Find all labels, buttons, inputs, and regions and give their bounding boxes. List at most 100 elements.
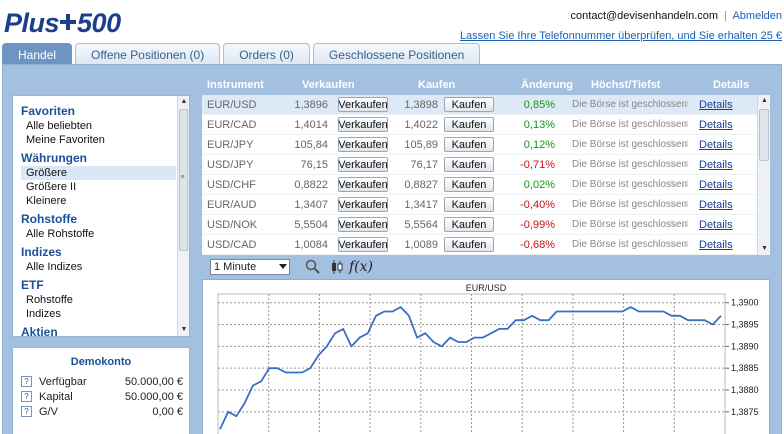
bell-icon[interactable]: ♫ xyxy=(681,118,690,130)
details-link[interactable]: Details xyxy=(699,178,733,191)
tab-closed-positions[interactable]: Geschlossene Positionen xyxy=(312,43,481,65)
details-link[interactable]: Details xyxy=(699,98,733,111)
candlestick-icon[interactable] xyxy=(328,258,346,276)
sell-button[interactable]: Verkaufen xyxy=(338,137,388,152)
buy-price: 1,3417 xyxy=(404,198,438,211)
price-chart[interactable]: EUR/USD 1,3900 1,3895 1,3890 1,3885 1,3880 1,… xyxy=(202,279,770,434)
rate-row-eur-cad[interactable]: EUR/CAD 1,4014 Verkaufen 1,4022 Kaufen 0,13% D… xyxy=(202,115,757,135)
sell-price: 1,3407 xyxy=(294,198,328,211)
account-header: contact@devisenhandeln.com | Abmelden La… xyxy=(460,10,782,42)
help-icon[interactable]: ? xyxy=(21,406,32,417)
category-favoriten[interactable]: Favoriten xyxy=(21,104,76,118)
details-link[interactable]: Details xyxy=(699,218,733,231)
star-icon[interactable]: ☆ xyxy=(667,198,677,210)
bell-icon[interactable]: ♫ xyxy=(681,178,690,190)
demo-value: 50.000,00 € xyxy=(124,375,183,388)
sell-price: 76,15 xyxy=(300,158,328,171)
bell-icon[interactable]: ♫ xyxy=(681,158,690,170)
sell-button[interactable]: Verkaufen xyxy=(338,157,388,172)
change-percent: -0,40% xyxy=(520,198,555,211)
sidebar-item-etf-indizes[interactable]: Indizes xyxy=(26,308,61,320)
sidebar-scrollbar[interactable]: ▲ ≡ ▼ xyxy=(177,96,189,336)
bell-icon[interactable]: ♫ xyxy=(681,238,690,250)
details-link[interactable]: Details xyxy=(699,238,733,251)
sell-button[interactable]: Verkaufen xyxy=(338,237,388,252)
sidebar-item-alle-indizes[interactable]: Alle Indizes xyxy=(26,261,83,273)
rates-scrollbar[interactable]: ▲ ▼ xyxy=(757,95,770,255)
buy-button[interactable]: Kaufen xyxy=(444,157,494,172)
zoom-icon[interactable] xyxy=(304,258,322,276)
rate-row-usd-cad[interactable]: USD/CAD 1,0084 Verkaufen 1,0089 Kaufen -0,68%… xyxy=(202,235,757,255)
rate-row-eur-jpy[interactable]: EUR/JPY 105,84 Verkaufen 105,89 Kaufen 0,12% D… xyxy=(202,135,757,155)
rate-row-eur-usd[interactable]: EUR/USD 1,3896 Verkaufen 1,3898 Kaufen 0,85% D… xyxy=(202,95,757,115)
rate-row-usd-jpy[interactable]: USD/JPY 76,15 Verkaufen 76,17 Kaufen -0,71% Di… xyxy=(202,155,757,175)
category-rohstoffe[interactable]: Rohstoffe xyxy=(21,212,77,226)
star-icon[interactable]: ☆ xyxy=(667,118,677,130)
sidebar-item-meine-favoriten[interactable]: Meine Favoriten xyxy=(26,134,105,146)
sell-button[interactable]: Verkaufen xyxy=(338,197,388,212)
buy-button[interactable]: Kaufen xyxy=(444,97,494,112)
logout-link[interactable]: Abmelden xyxy=(732,10,782,22)
buy-button[interactable]: Kaufen xyxy=(444,237,494,252)
star-icon[interactable]: ☆ xyxy=(667,98,677,110)
scrollbar-thumb[interactable] xyxy=(759,109,769,161)
category-etf[interactable]: ETF xyxy=(21,278,44,292)
star-icon[interactable]: ☆ xyxy=(667,138,677,150)
scroll-down-icon[interactable]: ▼ xyxy=(761,245,768,252)
change-percent: 0,85% xyxy=(523,98,555,111)
col-highlow: Höchst/Tiefst xyxy=(591,79,661,91)
logo-text: Plus 500 xyxy=(4,7,121,38)
sell-button[interactable]: Verkaufen xyxy=(338,177,388,192)
demo-label: Verfügbar xyxy=(39,375,87,388)
rate-row-usd-chf[interactable]: USD/CHF 0,8822 Verkaufen 0,8827 Kaufen 0,02% D… xyxy=(202,175,757,195)
tab-orders[interactable]: Orders (0) xyxy=(223,43,310,65)
function-icon[interactable]: f(x) xyxy=(349,258,373,276)
bell-icon[interactable]: ♫ xyxy=(681,138,690,150)
sidebar-item-kleinere[interactable]: Kleinere xyxy=(26,195,67,207)
scroll-down-icon[interactable]: ▼ xyxy=(180,326,188,333)
star-icon[interactable]: ☆ xyxy=(667,218,677,230)
buy-button[interactable]: Kaufen xyxy=(444,137,494,152)
sell-button[interactable]: Verkaufen xyxy=(338,117,388,132)
rate-row-eur-aud[interactable]: EUR/AUD 1,3407 Verkaufen 1,3417 Kaufen -0,40%… xyxy=(202,195,757,215)
sidebar-item-alle-beliebten[interactable]: Alle beliebten xyxy=(26,120,93,132)
sidebar-item-groessere-ii[interactable]: Größere II xyxy=(26,181,77,193)
star-icon[interactable]: ☆ xyxy=(667,178,677,190)
sidebar-item-etf-rohstoffe[interactable]: Rohstoffe xyxy=(26,294,73,306)
scroll-up-icon[interactable]: ▲ xyxy=(180,98,188,105)
star-icon[interactable]: ☆ xyxy=(667,238,677,250)
col-buy: Kaufen xyxy=(418,79,456,91)
sell-price: 105,84 xyxy=(294,138,328,151)
sell-button[interactable]: Verkaufen xyxy=(338,217,388,232)
help-icon[interactable]: ? xyxy=(21,376,32,387)
sidebar-item-groessere[interactable]: Größere xyxy=(21,166,176,180)
details-link[interactable]: Details xyxy=(699,138,733,151)
scrollbar-grip-icon: ≡ xyxy=(180,174,185,181)
help-icon[interactable]: ? xyxy=(21,391,32,402)
details-link[interactable]: Details xyxy=(699,118,733,131)
buy-button[interactable]: Kaufen xyxy=(444,217,494,232)
tab-handel[interactable]: Handel xyxy=(2,43,73,65)
buy-button[interactable]: Kaufen xyxy=(444,177,494,192)
category-aktien[interactable]: Aktien xyxy=(21,325,58,336)
bell-icon[interactable]: ♫ xyxy=(681,218,690,230)
details-link[interactable]: Details xyxy=(699,158,733,171)
category-waehrungen[interactable]: Währungen xyxy=(21,151,87,165)
scroll-up-icon[interactable]: ▲ xyxy=(761,97,768,104)
star-icon[interactable]: ☆ xyxy=(667,158,677,170)
change-percent: -0,99% xyxy=(520,218,555,231)
buy-button[interactable]: Kaufen xyxy=(444,117,494,132)
bell-icon[interactable]: ♫ xyxy=(681,98,690,110)
instrument-name: USD/CAD xyxy=(207,238,257,251)
tab-open-positions[interactable]: Offene Positionen (0) xyxy=(75,43,221,65)
bell-icon[interactable]: ♫ xyxy=(681,198,690,210)
rate-row-usd-nok[interactable]: USD/NOK 5,5504 Verkaufen 5,5564 Kaufen -0,99%… xyxy=(202,215,757,235)
sidebar-item-alle-rohstoffe[interactable]: Alle Rohstoffe xyxy=(26,228,95,240)
buy-button[interactable]: Kaufen xyxy=(444,197,494,212)
scrollbar-thumb[interactable] xyxy=(179,109,188,251)
sell-button[interactable]: Verkaufen xyxy=(338,97,388,112)
interval-select[interactable]: 1 Minute xyxy=(210,259,290,275)
phone-verification-link[interactable]: Lassen Sie Ihre Telefonnummer überprüfen… xyxy=(459,30,782,42)
details-link[interactable]: Details xyxy=(699,198,733,211)
category-indizes[interactable]: Indizes xyxy=(21,245,62,259)
